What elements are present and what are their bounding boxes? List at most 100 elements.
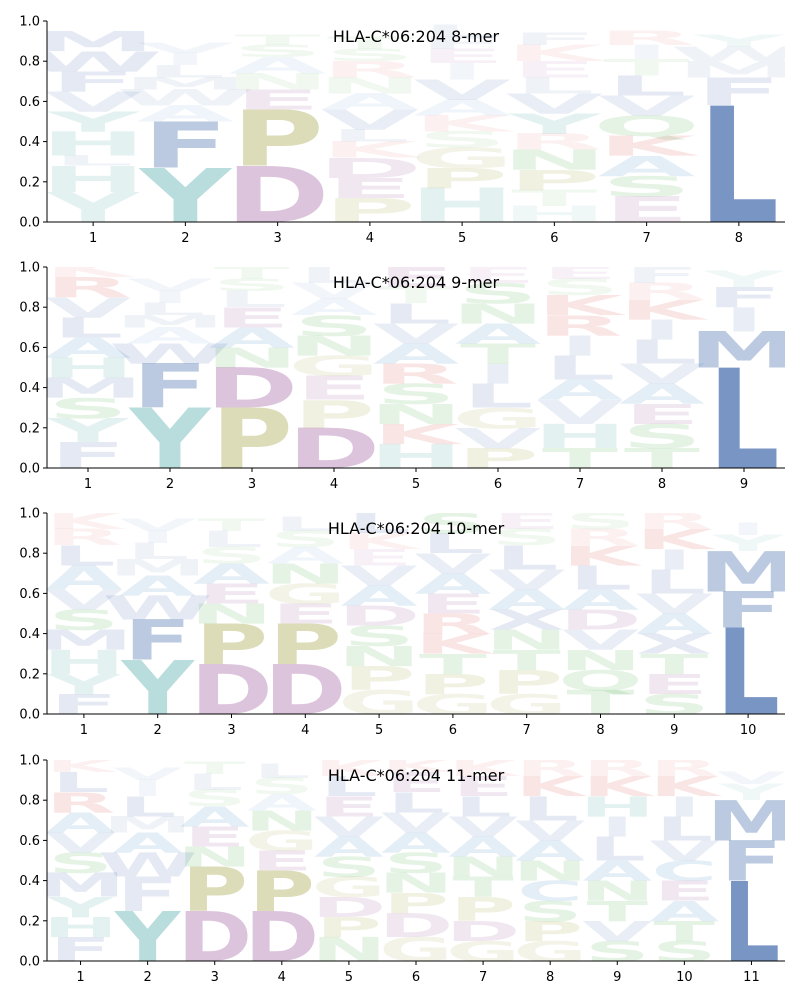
logo-letter: S [585, 935, 650, 967]
logo-letter: E [184, 821, 246, 853]
y-tick-label: 0.0 [19, 216, 40, 231]
logo-letter: A [247, 790, 317, 816]
logo-letter: V [127, 276, 214, 295]
logo-panel-3: FYHMSVALRKYFWAMLIVDPNEASLTDPEGNASLGPNSDA… [19, 507, 785, 738]
logo-letter: S [48, 847, 113, 879]
logo-letter: E [345, 545, 413, 571]
logo-letter: S [48, 393, 128, 425]
logo-letter: E [251, 845, 313, 877]
logo-letter: A [45, 332, 131, 364]
logo-letter: A [193, 558, 271, 590]
logo-letter: L [421, 528, 485, 560]
logo-letter: C [517, 875, 583, 907]
logo-letter: L [145, 62, 225, 81]
y-tick-label: 1.0 [19, 507, 40, 522]
logo-letter: S [343, 620, 415, 652]
logo-letter: A [373, 338, 459, 370]
logo-letter: G [338, 683, 420, 722]
logo-letter: V [321, 104, 419, 136]
logo-letter: E [452, 771, 514, 803]
y-tick-label: 0.8 [19, 55, 40, 70]
logo-letter: D [312, 891, 387, 923]
logo-letter: V [537, 394, 624, 432]
x-tick-label: 9 [670, 723, 678, 738]
logo-letter: L [186, 770, 243, 796]
logo-letter: V [488, 564, 566, 596]
logo-letter: S [212, 276, 292, 295]
logo-letter: P [316, 911, 382, 943]
y-tick-label: 0.2 [19, 175, 40, 190]
logo-letter: L [514, 73, 594, 99]
logo-letter: N [451, 298, 544, 330]
logo-letter: F [142, 109, 228, 183]
x-tick-label: 2 [154, 723, 162, 738]
logo-letter: F [50, 435, 126, 477]
x-tick-label: 9 [613, 970, 621, 985]
logo-letter: V [636, 588, 714, 620]
logo-letter: H [580, 791, 655, 823]
logo-letter: D [338, 600, 421, 632]
logo-letter: A [321, 89, 419, 115]
logo-letter: E [493, 509, 561, 535]
y-tick-label: 1.0 [19, 261, 40, 276]
x-tick-label: 1 [89, 231, 97, 246]
logo-letter: I [131, 776, 165, 802]
logo-letter: A [537, 375, 623, 407]
logo-letter: N [512, 855, 587, 887]
logo-letter: A [381, 827, 451, 859]
logo-letter: V [598, 90, 696, 122]
logo-letter: K [46, 757, 120, 776]
logo-letter: I [139, 528, 176, 547]
logo-letter: E [378, 262, 454, 294]
x-tick-label: 5 [412, 477, 420, 492]
logo-letter: N [378, 867, 453, 899]
logo-letter: E [624, 399, 700, 431]
logo-letter: W [103, 589, 213, 628]
logo-letter: V [314, 811, 384, 843]
logo-letter: H [369, 438, 462, 476]
logo-letter: V [414, 548, 492, 580]
y-tick-label: 0.2 [19, 914, 40, 929]
logo-letter: A [113, 827, 183, 859]
logo-letter: K [598, 130, 700, 162]
logo-letter: S [417, 127, 508, 153]
logo-letter: G [264, 578, 346, 610]
logo-letter: R [636, 509, 713, 535]
logo-letter: F [117, 867, 179, 922]
x-tick-label: 7 [642, 231, 650, 246]
logo-letter: P [231, 94, 323, 184]
x-tick-label: 8 [735, 231, 743, 246]
logo-letter: I [641, 314, 682, 346]
logo-letter: S [601, 170, 692, 202]
x-tick-label: 5 [345, 970, 353, 985]
logo-letter: Y [717, 780, 786, 806]
logo-letter: A [582, 855, 652, 887]
logo-letter: M [34, 624, 133, 656]
x-tick-label: 8 [596, 723, 604, 738]
logo-letter: Y [46, 184, 140, 232]
logo-letter: F [624, 263, 700, 289]
logo-letter: N [369, 399, 462, 431]
logo-letter: X [636, 628, 713, 660]
logo-letters: FHYMSVARLKYFWAMLIVDPNEASLTDPEGNASLNPDGSA… [46, 757, 786, 967]
y-tick-label: 0.4 [19, 381, 40, 396]
y-tick-label: 0.4 [19, 627, 40, 642]
logo-letter: D [225, 150, 330, 240]
logo-letter: I [162, 50, 209, 69]
logo-letter: N [580, 875, 655, 907]
x-tick-label: 8 [546, 970, 554, 985]
logo-letter: G [486, 689, 568, 721]
logo-letter: L [387, 787, 444, 819]
logo-letter: F [714, 582, 782, 640]
logo-letter: E [197, 578, 265, 610]
panel-title: HLA-C*06:204 10-mer [328, 519, 505, 538]
logo-letter: E [640, 669, 708, 701]
logo-letter: I [723, 301, 764, 339]
logo-letter: V [381, 807, 451, 839]
panel-title: HLA-C*06:204 9-mer [333, 273, 500, 292]
logo-letter: L [274, 513, 338, 536]
logo-letters: YHLHYVFWMYFAWMLIVDPENASTPEDKLVANRSTHPGSK… [46, 22, 785, 240]
logo-letter: D [206, 356, 298, 421]
logo-letter: S [540, 275, 620, 301]
